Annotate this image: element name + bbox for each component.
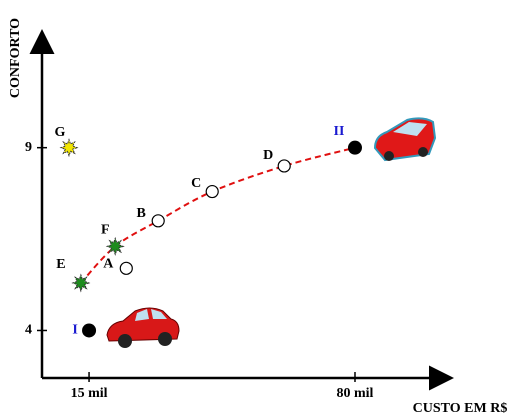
point xyxy=(61,140,77,156)
point-label: II xyxy=(334,124,345,139)
point xyxy=(73,275,89,291)
y-tick-label: 4 xyxy=(25,323,32,338)
point xyxy=(348,141,362,155)
curve xyxy=(81,148,355,283)
point-label: E xyxy=(56,257,65,272)
point-label: F xyxy=(101,223,110,238)
x-tick-label: 80 mil xyxy=(337,386,374,401)
x-axis-title: CUSTO EM R$ xyxy=(413,401,508,416)
point xyxy=(278,160,290,172)
point-label: A xyxy=(103,257,114,272)
chart: CONFORTO CUSTO EM R$ 15 mil 80 mil 4 9 I E A F B… xyxy=(0,0,525,419)
x-tick-label: 15 mil xyxy=(71,386,108,401)
page: {"chart_data": {"type": "scatter", "ylab… xyxy=(0,0,525,419)
point-label: G xyxy=(55,125,66,140)
y-axis-title: CONFORTO xyxy=(8,18,23,98)
point xyxy=(107,238,123,254)
point-label: D xyxy=(263,148,273,163)
point xyxy=(82,323,96,337)
point xyxy=(206,186,218,198)
car-small xyxy=(107,308,179,348)
point-label: I xyxy=(72,323,77,338)
y-tick-label: 9 xyxy=(25,140,32,155)
point xyxy=(120,262,132,274)
car-large xyxy=(375,118,435,161)
point-label: C xyxy=(191,176,201,191)
point xyxy=(152,215,164,227)
point-label: B xyxy=(137,206,146,221)
